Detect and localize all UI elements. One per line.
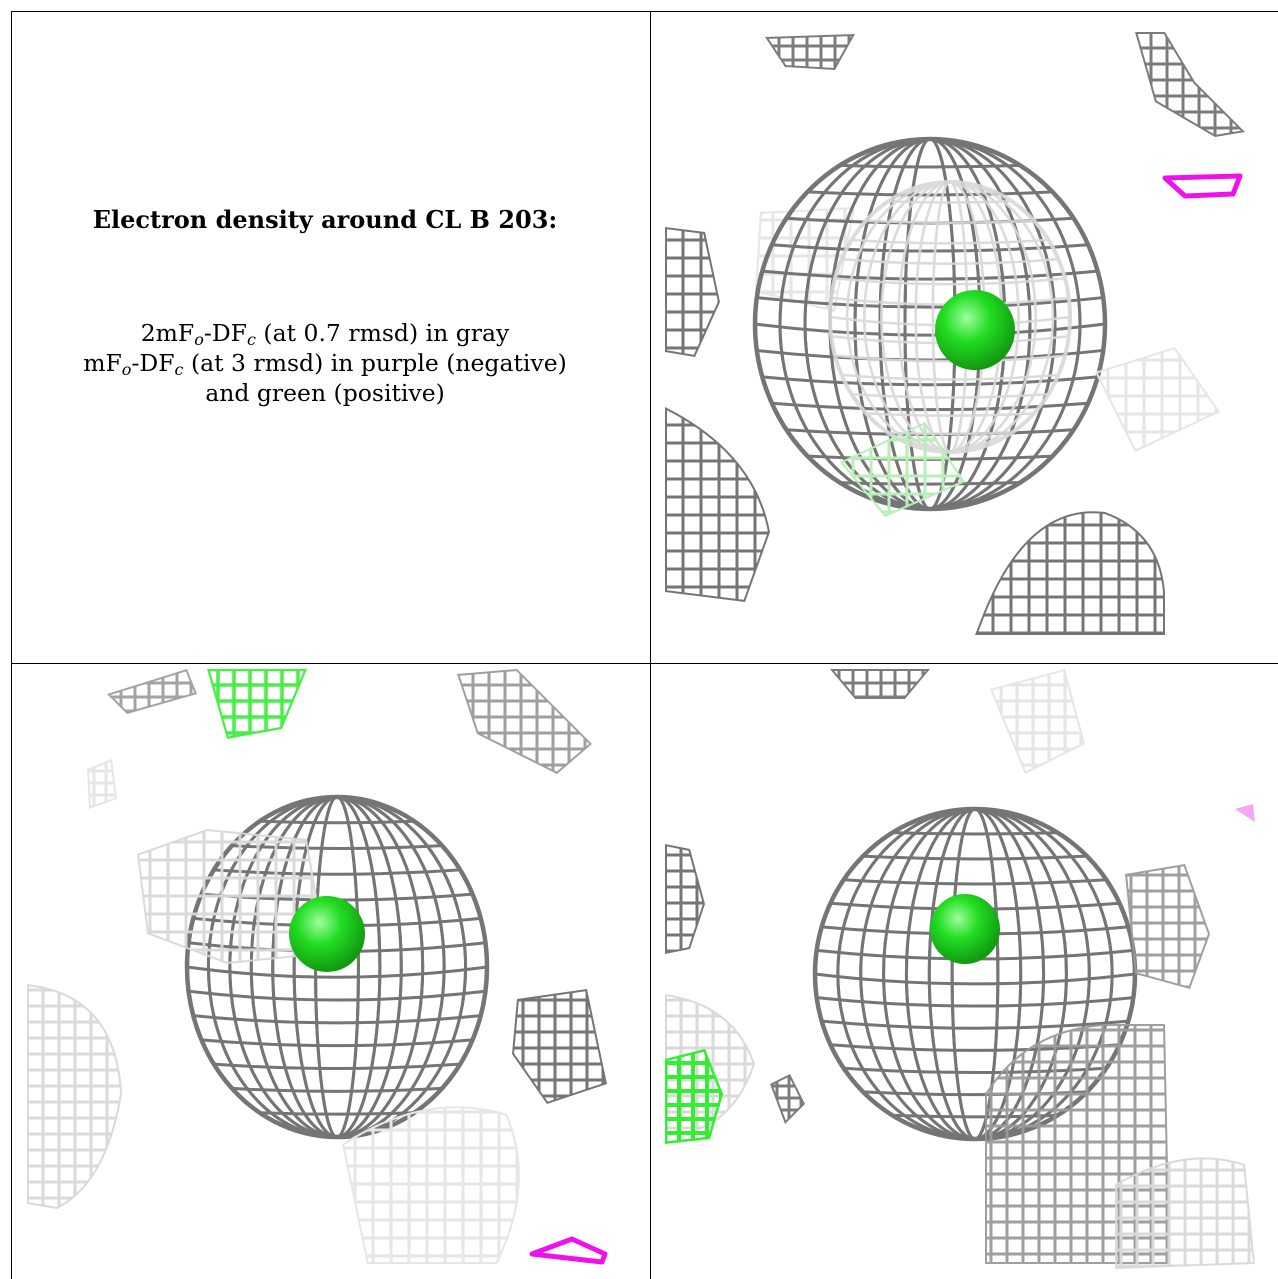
gray-density-inner-shell [828, 180, 1072, 454]
faint-mesh-fragment [990, 669, 1085, 774]
gray-mesh-fragment [457, 669, 592, 774]
density-view-2 [27, 664, 640, 1279]
gray-mesh-fragment [1125, 864, 1210, 989]
electron-density-mesh-icon [665, 32, 1245, 635]
faint-mesh-fragment [1095, 347, 1220, 452]
table-middle-rule [11, 663, 1278, 664]
gray-mesh-fragment [107, 669, 197, 714]
electron-density-mesh-icon [665, 669, 1255, 1269]
gray-density-shell [752, 136, 1108, 512]
gray-mesh-fragment [665, 844, 705, 954]
caption-line-green: and green (positive) [205, 379, 445, 407]
gray-mesh-fragment [765, 34, 855, 70]
density-view-3 [665, 664, 1278, 1279]
gray-mesh-fragment [1115, 1157, 1255, 1269]
negative-density-fragment [1162, 173, 1243, 199]
table-left-rule [11, 11, 12, 1279]
table-top-rule [11, 11, 1278, 12]
gray-mesh-fragment [512, 989, 607, 1104]
caption-line-mfo-dfc: mFo-DFc (at 3 rmsd) in purple (negative) [83, 349, 567, 379]
density-view-1 [665, 12, 1278, 635]
positive-density-fragment [207, 669, 307, 739]
gray-density-dome [975, 511, 1165, 635]
gray-mesh-fragment [1135, 32, 1245, 137]
table-center-rule [650, 11, 651, 1279]
electron-density-mesh-icon [27, 669, 608, 1265]
negative-density-fragment [529, 1236, 608, 1265]
gray-mesh-fragment [770, 1074, 805, 1124]
gray-mesh-fragment [665, 407, 770, 602]
caption-title: Electron density around CL B 203: [92, 205, 558, 234]
negative-density-fragment [1235, 804, 1255, 822]
chloride-sphere [289, 896, 365, 972]
caption-line-2mfo-dfc: 2mFo-DFc (at 0.7 rmsd) in gray [140, 319, 510, 349]
gray-mesh-fragment [830, 669, 930, 699]
faint-mesh-fragment [87, 759, 117, 809]
chloride-sphere [935, 290, 1015, 370]
caption-panel: Electron density around CL B 203: 2mFo-D… [12, 0, 638, 650]
gray-mesh-fragment [665, 227, 720, 357]
caption-body: 2mFo-DFc (at 0.7 rmsd) in gray mFo-DFc (… [12, 318, 638, 408]
gray-mesh-fragment [27, 984, 122, 1209]
chloride-sphere [930, 894, 1000, 964]
